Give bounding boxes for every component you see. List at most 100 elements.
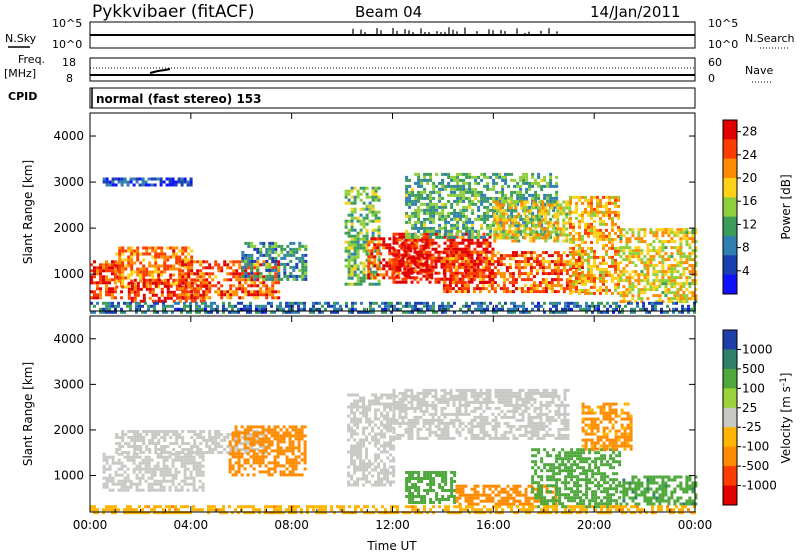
heatmap-cell xyxy=(217,436,221,439)
heatmap-cell xyxy=(285,301,288,305)
heatmap-cell xyxy=(160,249,164,253)
heatmap-cell xyxy=(642,301,645,305)
heatmap-cell xyxy=(268,250,272,254)
heatmap-cell xyxy=(133,448,137,451)
heatmap-cell xyxy=(569,267,572,271)
heatmap-cell xyxy=(519,193,523,197)
heatmap-cell xyxy=(192,458,196,462)
heatmap-cell xyxy=(532,284,536,288)
heatmap-cell xyxy=(661,258,665,262)
heatmap-cell xyxy=(480,190,484,194)
heatmap-cell xyxy=(480,199,484,203)
heatmap-cell xyxy=(392,232,396,236)
heatmap-cell xyxy=(271,241,275,245)
heatmap-cell xyxy=(139,270,143,274)
heatmap-cell xyxy=(154,281,158,285)
heatmap-cell xyxy=(682,294,686,298)
heatmap-cell xyxy=(526,260,530,264)
heatmap-cell xyxy=(108,479,112,483)
heatmap-cell xyxy=(471,199,475,203)
heatmap-cell xyxy=(231,437,235,441)
heatmap-cell xyxy=(502,275,506,279)
heatmap-cell xyxy=(359,270,363,274)
heatmap-cell xyxy=(409,264,413,268)
heatmap-cell xyxy=(121,273,125,277)
velocity-heatmap-cells xyxy=(90,388,698,515)
heatmap-cell xyxy=(292,274,296,278)
heatmap-cell xyxy=(541,230,545,234)
heatmap-cell xyxy=(561,307,564,311)
heatmap-cell xyxy=(163,270,167,274)
heatmap-cell xyxy=(350,270,354,274)
heatmap-cell xyxy=(462,211,466,215)
heatmap-cell xyxy=(655,276,659,280)
heatmap-cell xyxy=(523,251,527,255)
heatmap-cell xyxy=(449,250,453,254)
heatmap-cell xyxy=(453,199,457,203)
heatmap-cell xyxy=(258,307,261,311)
heatmap-cell xyxy=(268,287,272,291)
heatmap-cell xyxy=(643,276,647,280)
heatmap-cell xyxy=(268,277,272,281)
heatmap-cell xyxy=(136,273,140,277)
heatmap-cell xyxy=(513,178,517,182)
heatmap-cell xyxy=(587,246,590,250)
heatmap-cell xyxy=(231,473,235,477)
heatmap-cell xyxy=(136,433,140,436)
heatmap-cell xyxy=(679,237,683,241)
heatmap-cell xyxy=(523,278,527,282)
heatmap-cell xyxy=(480,178,484,182)
heatmap-cell xyxy=(429,175,433,179)
heatmap-cell xyxy=(608,231,611,235)
heatmap-cell xyxy=(461,250,465,254)
heatmap-cell xyxy=(622,270,626,274)
heatmap-cell xyxy=(250,253,254,257)
heatmap-cell xyxy=(108,464,112,468)
heatmap-cell xyxy=(195,488,199,492)
heatmap-cell xyxy=(523,236,527,240)
heatmap-cell xyxy=(201,455,205,459)
heatmap-cell xyxy=(160,430,164,433)
heatmap-cell xyxy=(438,217,442,221)
heatmap-cell xyxy=(175,433,179,436)
heatmap-cell xyxy=(442,263,446,267)
heatmap-cell xyxy=(120,488,124,492)
heatmap-cell xyxy=(420,223,424,227)
heatmap-cell xyxy=(630,310,633,314)
heatmap-cell xyxy=(186,183,190,187)
heatmap-cell xyxy=(608,270,611,274)
heatmap-cell xyxy=(529,227,533,231)
heatmap-cell xyxy=(614,210,617,214)
noise-panel: 10^5 10^0 10^5 10^0 xyxy=(52,17,738,51)
heatmap-cell xyxy=(181,252,185,256)
heatmap-cell xyxy=(634,237,638,241)
heatmap-cell xyxy=(262,244,266,248)
heatmap-cell xyxy=(504,178,508,182)
heatmap-cell xyxy=(398,280,402,284)
heatmap-cell xyxy=(367,255,371,259)
heatmap-cell xyxy=(519,187,523,191)
colorbar-cell xyxy=(723,255,737,276)
heatmap-cell xyxy=(344,258,348,262)
heatmap-cell xyxy=(496,263,500,267)
heatmap-cell xyxy=(599,201,602,205)
heatmap-cell xyxy=(454,251,458,255)
heatmap-cell xyxy=(118,273,122,277)
heatmap-cell xyxy=(534,196,538,200)
heatmap-cell xyxy=(404,277,408,281)
heatmap-cell xyxy=(575,204,578,208)
heatmap-cell xyxy=(336,310,339,314)
heatmap-cell xyxy=(401,232,405,236)
heatmap-cell xyxy=(280,256,284,260)
heatmap-cell xyxy=(459,229,463,233)
heatmap-cell xyxy=(460,254,464,258)
heatmap-cell xyxy=(423,211,427,215)
heatmap-cell xyxy=(99,281,102,285)
heatmap-cell xyxy=(590,285,593,289)
heatmap-cell xyxy=(234,461,238,465)
heatmap-cell xyxy=(478,275,482,279)
heatmap-cell xyxy=(220,439,224,442)
heatmap-cell xyxy=(602,270,605,274)
heatmap-cell xyxy=(529,239,533,243)
heatmap-cell xyxy=(162,307,165,311)
